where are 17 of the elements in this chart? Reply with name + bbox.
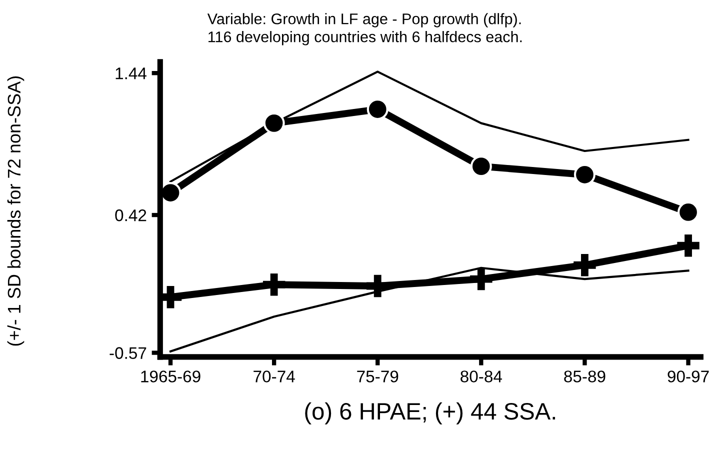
x-tick-label: 90-97 [668,370,709,382]
y-tick-label: 0.42 [115,209,146,222]
point [262,273,286,296]
y-tick-label: -0.57 [110,347,146,359]
point [470,268,492,290]
x-tick-label: 70-74 [254,370,295,382]
x-tick-label: 85-89 [564,370,606,382]
point [574,254,596,276]
chart-subtitle: 116 developing countries with 6 halfdecs each. [208,31,522,46]
x-tick-label: 75-79 [357,370,398,382]
x-tick-label: 1965-69 [141,370,200,382]
y-axis-title: (+/- 1 SD bounds for 72 non-SSA) [7,76,24,346]
x-axis-title: (o) 6 HPAE; (+) 44 SSA. [305,402,556,424]
y-tick-label: 1.44 [116,68,146,80]
point [677,234,700,257]
x-tick-label: 80-84 [460,370,502,382]
chart-title: Variable: Growth in LF age - Pop growth (dlfp). [207,13,521,28]
